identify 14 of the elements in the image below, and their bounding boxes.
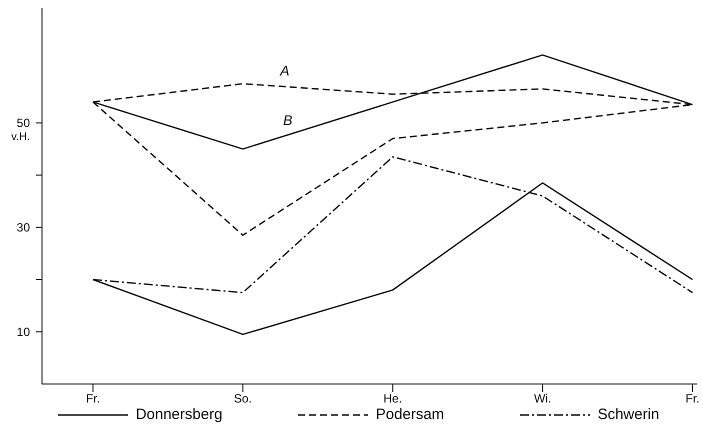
x-tick-label: Fr. xyxy=(686,392,700,406)
y-tick-label: 30 xyxy=(16,220,30,234)
annotation: B xyxy=(283,112,292,128)
x-tick-label: So. xyxy=(234,392,252,406)
y-axis-title: v.H. xyxy=(11,130,30,143)
x-tick-label: He. xyxy=(383,392,402,406)
x-tick-label: Wi. xyxy=(534,392,552,406)
x-tick-label: Fr. xyxy=(86,392,100,406)
annotation: A xyxy=(279,62,290,79)
legend-label: Podersam xyxy=(376,406,444,423)
legend-label: Schwerin xyxy=(598,406,660,423)
y-tick-label: 50 xyxy=(16,116,30,130)
y-tick-label: 10 xyxy=(16,324,30,339)
legend-label: Donnersberg xyxy=(136,406,222,423)
